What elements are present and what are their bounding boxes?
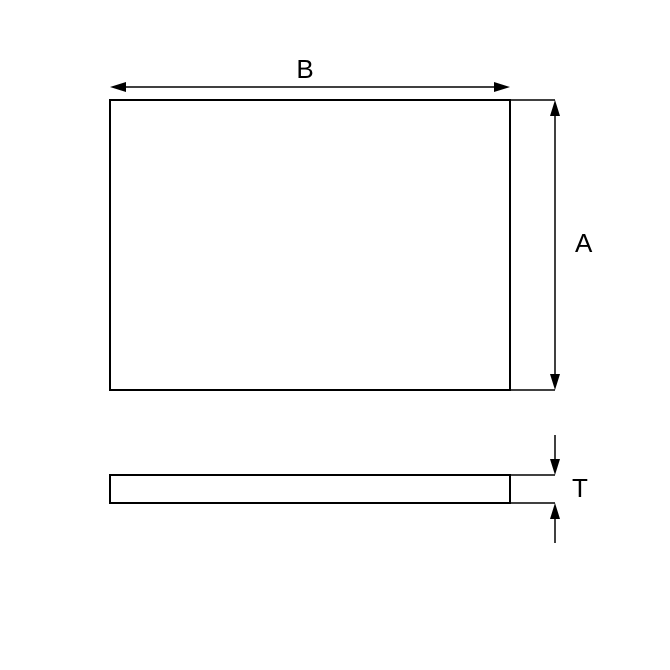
dimension-b: B [110,54,510,92]
dimension-a: A [510,100,593,390]
technical-diagram: B A T [0,0,670,670]
dimension-b-label: B [296,54,313,84]
dimension-t-label: T [572,473,588,503]
dimension-t: T [510,435,588,543]
dimension-a-label: A [575,228,593,258]
plate-edge-view [110,475,510,503]
plate-front-view [110,100,510,390]
